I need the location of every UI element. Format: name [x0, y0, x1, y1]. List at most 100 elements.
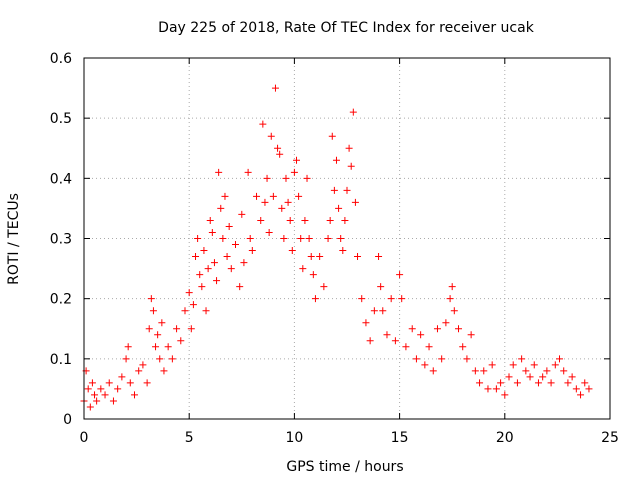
data-point — [278, 204, 286, 212]
data-point — [204, 265, 212, 273]
data-point — [200, 247, 208, 255]
data-point — [339, 247, 347, 255]
data-point — [84, 385, 92, 393]
data-point — [173, 325, 181, 333]
data-point — [301, 216, 309, 224]
data-point — [326, 216, 334, 224]
data-point — [337, 235, 345, 242]
data-point — [240, 259, 248, 267]
data-point — [307, 253, 315, 261]
data-point — [539, 373, 547, 381]
data-point — [349, 108, 357, 116]
data-point — [459, 343, 467, 351]
data-point — [347, 162, 355, 170]
data-point — [560, 367, 568, 375]
data-point — [227, 265, 235, 273]
data-point — [547, 379, 555, 387]
data-point — [196, 271, 204, 279]
grid-lines — [84, 58, 610, 419]
data-point — [398, 295, 406, 303]
data-point — [463, 355, 471, 363]
data-point — [370, 307, 378, 315]
data-point — [345, 144, 353, 152]
data-point — [139, 361, 147, 369]
data-point — [164, 343, 172, 351]
data-point — [114, 385, 122, 393]
data-point — [194, 235, 202, 242]
data-point — [86, 403, 94, 411]
x-tick-label: 20 — [496, 430, 514, 446]
data-point — [221, 192, 229, 200]
data-point — [412, 355, 420, 363]
data-point — [147, 295, 155, 303]
data-point — [362, 319, 370, 327]
data-point — [534, 379, 542, 387]
x-tick-label: 15 — [391, 430, 409, 446]
data-point — [568, 373, 576, 381]
data-point — [387, 295, 395, 303]
data-point — [358, 295, 366, 303]
data-point — [377, 283, 385, 291]
data-point — [130, 391, 138, 399]
data-point — [122, 355, 130, 363]
data-point — [341, 216, 349, 224]
data-point — [293, 156, 301, 164]
data-point — [223, 253, 231, 261]
y-tick-labels: 0 0.1 0.2 0.3 0.4 0.5 0.6 — [50, 51, 72, 428]
data-point — [320, 283, 328, 291]
data-point — [282, 174, 290, 182]
data-point — [271, 84, 279, 92]
data-point — [522, 367, 530, 375]
x-tick-label: 5 — [185, 430, 194, 446]
data-point — [450, 307, 458, 315]
data-points — [80, 84, 593, 411]
data-point — [297, 235, 305, 242]
data-point — [572, 385, 580, 393]
data-point — [288, 247, 296, 255]
data-point — [246, 235, 254, 242]
data-point — [213, 277, 221, 285]
data-point — [276, 150, 284, 158]
data-point — [225, 222, 233, 230]
data-point — [543, 367, 551, 375]
data-point — [192, 253, 200, 261]
y-tick-label: 0.6 — [50, 51, 72, 67]
data-point — [471, 367, 479, 375]
y-tick-label: 0.3 — [50, 232, 72, 248]
data-point — [526, 373, 534, 381]
data-point — [109, 397, 117, 405]
data-point — [97, 385, 105, 393]
data-point — [149, 307, 157, 315]
data-point — [259, 120, 267, 128]
data-point — [425, 343, 433, 351]
data-point — [581, 379, 589, 387]
data-point — [351, 198, 359, 206]
data-point — [530, 361, 538, 369]
data-point — [101, 391, 109, 399]
data-point — [488, 361, 496, 369]
data-point — [263, 174, 271, 182]
data-point — [551, 361, 559, 369]
data-point — [467, 331, 475, 339]
data-point — [556, 355, 564, 363]
data-point — [421, 361, 429, 369]
y-tick-label: 0.2 — [50, 292, 72, 308]
data-point — [484, 385, 492, 393]
data-point — [185, 289, 193, 297]
data-point — [448, 283, 456, 291]
data-point — [238, 210, 246, 218]
chart-title: Day 225 of 2018, Rate Of TEC Index for r… — [158, 20, 535, 36]
data-point — [402, 343, 410, 351]
data-point — [135, 367, 143, 375]
data-point — [509, 361, 517, 369]
data-point — [202, 307, 210, 315]
data-point — [124, 343, 132, 351]
data-point — [236, 283, 244, 291]
data-point — [433, 325, 441, 333]
data-point — [330, 186, 338, 194]
data-point — [156, 355, 164, 363]
data-point — [145, 325, 153, 333]
data-point — [105, 379, 113, 387]
data-point — [366, 337, 374, 345]
